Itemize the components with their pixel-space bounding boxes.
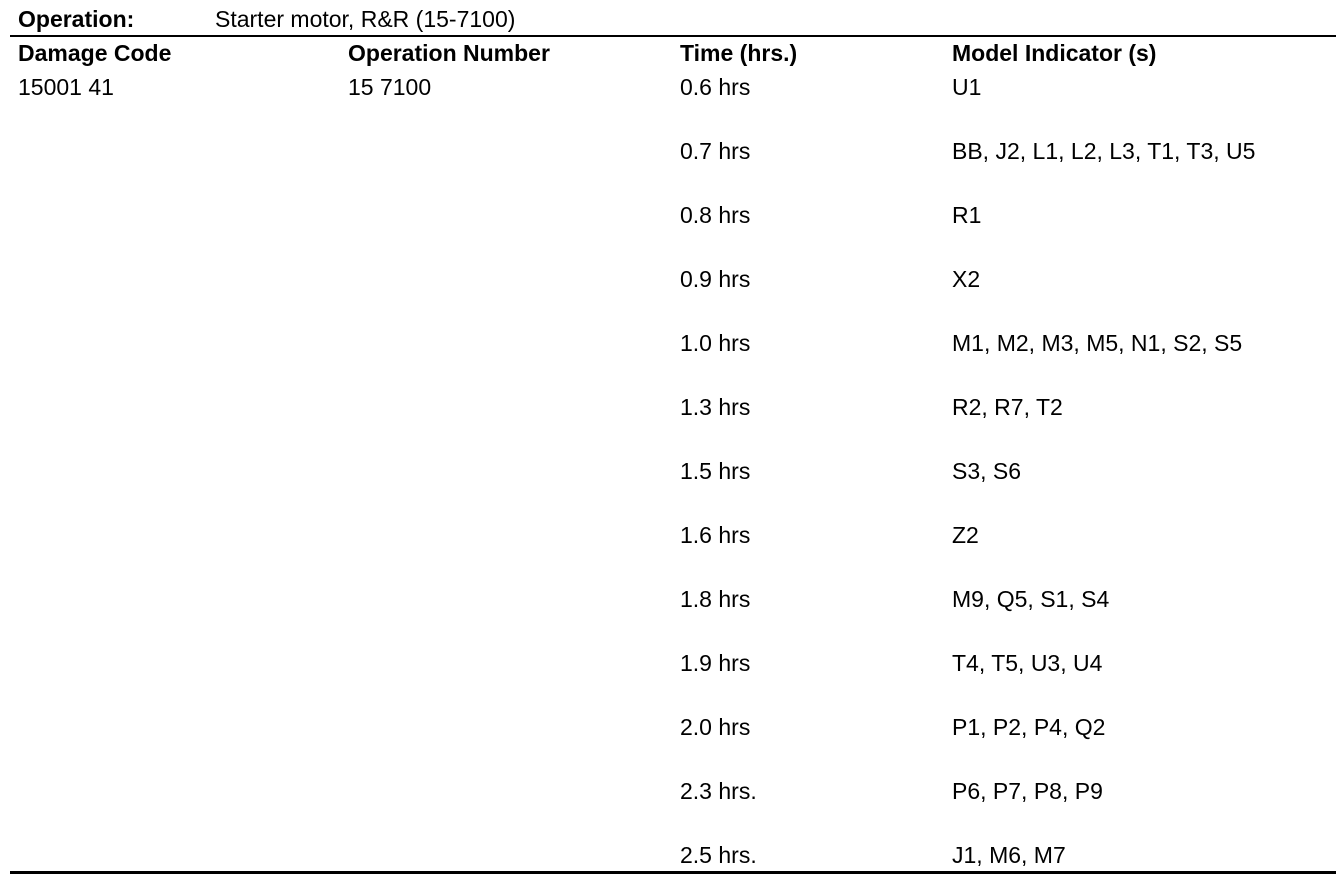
model-cell: Z2 [952, 522, 979, 548]
model-cell: T4, T5, U3, U4 [952, 650, 1103, 676]
model-cell: R2, R7, T2 [952, 394, 1063, 420]
time-cell: 1.3 hrs [680, 394, 751, 420]
time-cell: 2.5 hrs. [680, 842, 757, 868]
time-cell: 2.3 hrs. [680, 778, 757, 804]
model-cell: U1 [952, 74, 982, 100]
time-cell: 0.9 hrs [680, 266, 751, 292]
operation-value: Starter motor, R&R (15-7100) [215, 6, 516, 32]
column-header: Model Indicator (s) [952, 40, 1157, 66]
time-cell: 1.9 hrs [680, 650, 751, 676]
model-cell: J1, M6, M7 [952, 842, 1066, 868]
bottom-rule [10, 871, 1336, 874]
column-header: Damage Code [18, 40, 172, 66]
operation-number: 15 7100 [348, 74, 432, 100]
column-header: Time (hrs.) [680, 40, 798, 66]
header-rule [10, 35, 1336, 37]
model-cell: X2 [952, 266, 981, 292]
column-header: Operation Number [348, 40, 550, 66]
model-cell: R1 [952, 202, 982, 228]
model-cell: M1, M2, M3, M5, N1, S2, S5 [952, 330, 1243, 356]
model-cell: P6, P7, P8, P9 [952, 778, 1103, 804]
time-cell: 0.6 hrs [680, 74, 751, 100]
model-cell: BB, J2, L1, L2, L3, T1, T3, U5 [952, 138, 1256, 164]
model-cell: P1, P2, P4, Q2 [952, 714, 1106, 740]
operation-label: Operation: [18, 6, 135, 32]
time-cell: 1.0 hrs [680, 330, 751, 356]
model-cell: S3, S6 [952, 458, 1022, 484]
time-cell: 0.7 hrs [680, 138, 751, 164]
model-cell: M9, Q5, S1, S4 [952, 586, 1110, 612]
time-cell: 1.8 hrs [680, 586, 751, 612]
time-cell: 2.0 hrs [680, 714, 751, 740]
time-cell: 1.5 hrs [680, 458, 751, 484]
damage-code: 15001 41 [18, 74, 114, 100]
time-cell: 1.6 hrs [680, 522, 751, 548]
time-cell: 0.8 hrs [680, 202, 751, 228]
